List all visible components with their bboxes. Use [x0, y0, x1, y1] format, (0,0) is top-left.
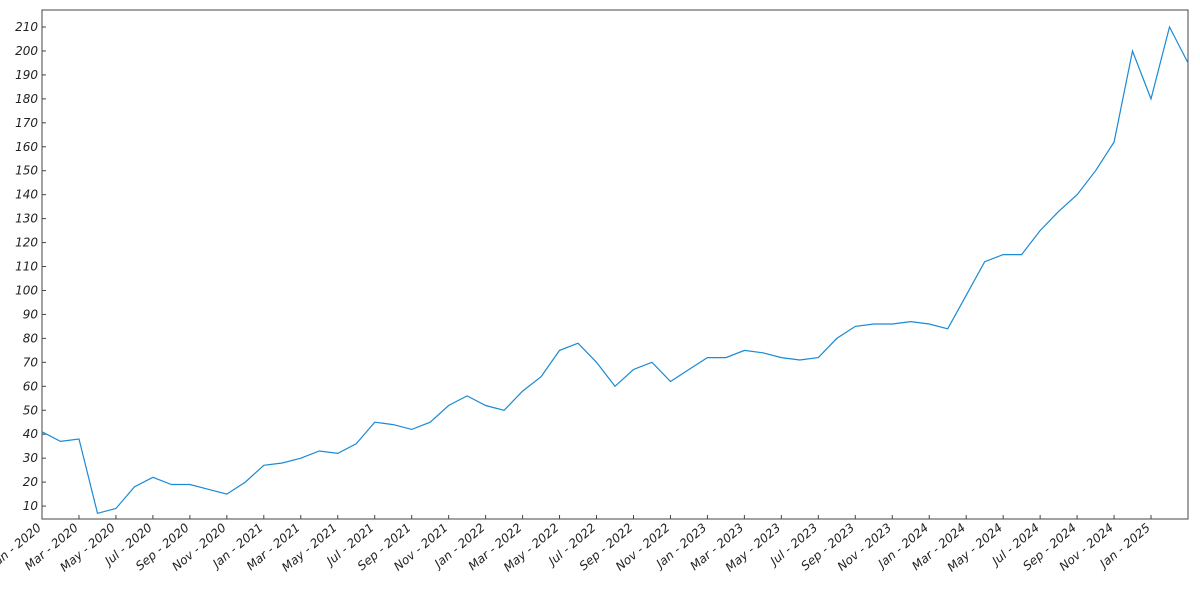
y-tick-label: 190: [15, 68, 38, 82]
y-tick-label: 100: [15, 283, 38, 297]
y-tick-label: 130: [15, 212, 38, 226]
line-series: [41, 25, 1189, 515]
y-tick-label: 40: [23, 427, 39, 441]
y-tick-label: 110: [15, 260, 38, 274]
y-tick-label: 30: [23, 451, 39, 465]
y-tick-label: 150: [15, 164, 38, 178]
y-tick-label: 10: [23, 499, 39, 513]
y-tick-label: 210: [15, 20, 38, 34]
y-tick-label: 50: [23, 403, 39, 417]
y-tick-label: 140: [15, 188, 38, 202]
y-tick-label: 20: [23, 475, 39, 489]
plot-frame: [41, 9, 1189, 520]
y-tick-label: 80: [23, 331, 39, 345]
y-tick-label: 170: [15, 116, 38, 130]
y-tick-label: 200: [15, 44, 38, 58]
y-tick-label: 70: [23, 355, 39, 369]
y-tick-label: 90: [23, 307, 39, 321]
y-tick-label: 160: [15, 140, 38, 154]
y-tick-label: 60: [23, 379, 39, 393]
y-tick-label: 180: [15, 92, 38, 106]
y-tick-label: 120: [15, 236, 38, 250]
